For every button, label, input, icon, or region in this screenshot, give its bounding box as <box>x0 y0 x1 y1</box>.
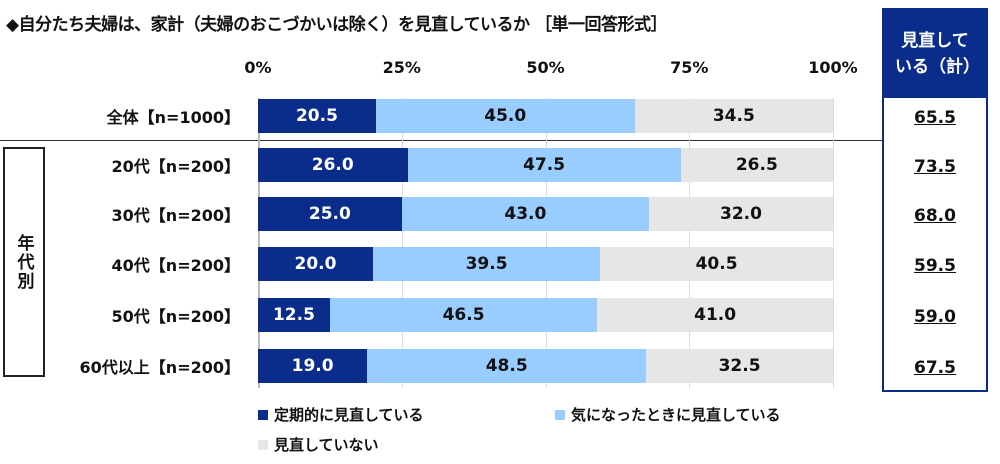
category-label: 20代【n=200】 <box>111 157 240 176</box>
bar-segment: 45.0 <box>375 99 635 133</box>
legend-swatch <box>258 409 268 420</box>
total-value: 68.0 <box>914 206 956 226</box>
tick-label: 50% <box>526 58 565 77</box>
bar-segment: 32.5 <box>646 349 833 383</box>
bar-segment: 48.5 <box>367 349 647 383</box>
total-value: 59.5 <box>914 256 956 276</box>
bar-segment: 12.5 <box>258 298 330 332</box>
total-value: 65.5 <box>914 108 956 128</box>
gridline <box>833 98 834 388</box>
bar-segment: 20.5 <box>258 99 376 133</box>
legend-swatch <box>258 439 268 450</box>
category-label: 50代【n=200】 <box>111 307 240 326</box>
total-value: 67.5 <box>914 358 956 378</box>
total-value: 59.0 <box>914 307 956 327</box>
tick-label: 25% <box>382 58 421 77</box>
category-label: 全体【n=1000】 <box>106 108 240 127</box>
axis-line <box>258 98 260 388</box>
bar-segment: 32.0 <box>649 197 833 231</box>
total-value: 73.5 <box>914 157 956 177</box>
bar-segment: 39.5 <box>373 247 601 281</box>
category-label: 40代【n=200】 <box>111 256 240 275</box>
gridline <box>401 98 403 388</box>
category-label: 30代【n=200】 <box>111 206 240 225</box>
tick-label: 0% <box>244 58 272 77</box>
group-box: 年代別 <box>3 147 45 377</box>
bar-segment: 43.0 <box>401 197 649 231</box>
bar-segment: 40.5 <box>600 247 833 281</box>
legend-label: 気になったときに見直している <box>571 406 781 424</box>
separator-line <box>0 140 882 141</box>
gridline <box>545 98 547 388</box>
bar-segment: 47.5 <box>407 148 681 182</box>
bar-segment: 19.0 <box>258 349 368 383</box>
group-label: 年代別 <box>13 233 34 291</box>
chart-title: ◆自分たち夫婦は、家計（夫婦のおこづかいは除く）を見直しているか ［単一回答形式… <box>6 15 667 35</box>
bar-segment: 46.5 <box>329 298 598 332</box>
legend-label: 見直していない <box>274 436 379 454</box>
category-label: 60代以上【n=200】 <box>79 358 240 377</box>
legend-item: 定期的に見直している <box>258 404 424 425</box>
total-panel: 見直している（計） 65.5 73.5 68.0 59.5 59.0 67.5 <box>882 8 988 392</box>
tick-label: 75% <box>670 58 709 77</box>
total-header: 見直している（計） <box>884 10 986 98</box>
bar-segment: 26.0 <box>258 148 408 182</box>
legend-item: 気になったときに見直している <box>555 404 781 425</box>
bar-segment: 20.0 <box>258 247 373 281</box>
bar-segment: 34.5 <box>634 99 833 133</box>
bar-segment: 41.0 <box>597 298 833 332</box>
bar-segment: 26.5 <box>680 148 833 182</box>
gridline <box>689 98 691 388</box>
legend-item: 見直していない <box>258 434 379 455</box>
legend-label: 定期的に見直している <box>274 406 424 424</box>
bar-segment: 25.0 <box>258 197 402 231</box>
legend-swatch <box>555 409 565 420</box>
tick-label: 100% <box>808 58 858 77</box>
total-header-text: 見直している（計） <box>895 31 980 77</box>
